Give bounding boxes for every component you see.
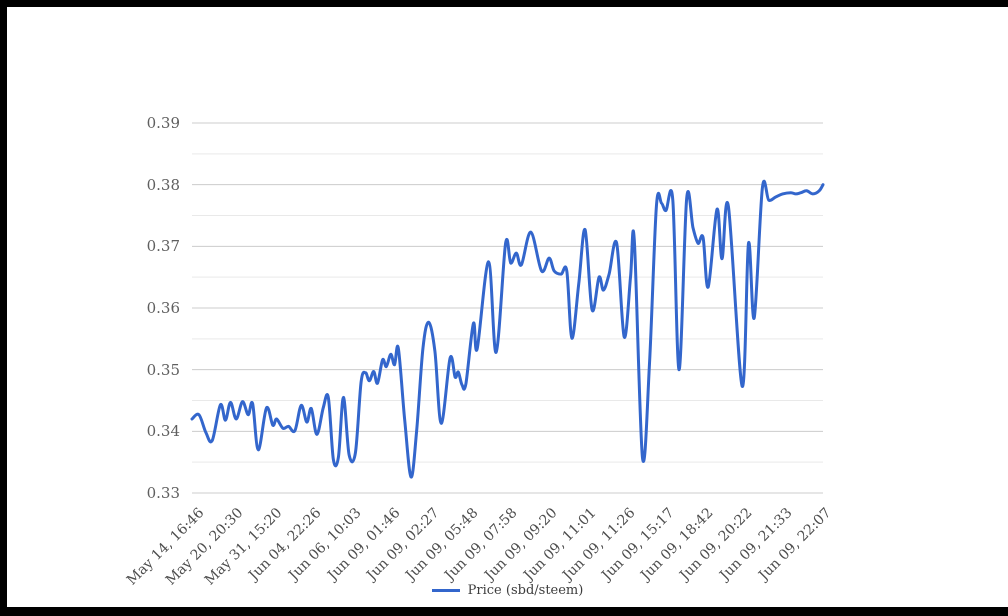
legend-series-label: Price (sbd/steem) [467,583,584,598]
series-line-swatch-icon [431,589,460,592]
y-tick-label: 0.39 [146,114,180,132]
y-tick-label: 0.37 [146,237,180,256]
y-tick-label: 0.35 [146,360,180,379]
price-chart[interactable]: 0.39 0.38 0.37 0.36 0.35 0.34 0.33 May 14, 16:… [7,7,1008,607]
chart-page: 0.39 0.38 0.37 0.36 0.35 0.34 0.33 May 14, 16:… [7,7,1008,607]
chart-canvas[interactable] [7,7,1008,607]
y-tick-label: 0.36 [146,299,180,317]
y-tick-label: 0.34 [146,422,180,441]
y-tick-label: 0.33 [146,484,180,502]
price-series-line[interactable] [190,179,825,479]
chart-legend: Price (sbd/steem) [7,583,1008,598]
y-tick-label: 0.38 [146,175,180,194]
